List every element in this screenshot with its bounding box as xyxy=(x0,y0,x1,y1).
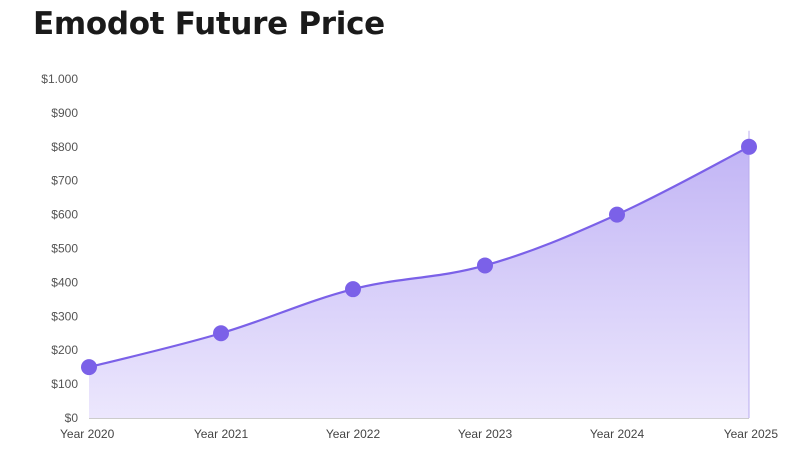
data-point-6[interactable] xyxy=(741,138,757,155)
y-tick-label: $800 xyxy=(51,140,78,154)
data-point-4[interactable] xyxy=(477,257,493,274)
data-points xyxy=(81,138,757,376)
data-point-2[interactable] xyxy=(213,325,229,342)
y-tick-label: $500 xyxy=(51,242,78,256)
area-fill xyxy=(89,146,749,419)
y-tick-label: $300 xyxy=(51,309,78,323)
y-tick-label: $0 xyxy=(65,411,79,425)
x-axis: Year 2020 Year 2021 Year 2022 Year 2023 Year… xyxy=(60,427,778,441)
data-point-5[interactable] xyxy=(609,206,625,223)
y-tick-label: $1.000 xyxy=(41,72,78,86)
x-tick-label: Year 2020 xyxy=(60,427,115,441)
y-tick-label: $900 xyxy=(51,106,78,120)
y-tick-label: $700 xyxy=(51,174,78,188)
x-tick-label: Year 2022 xyxy=(326,427,381,441)
x-tick-label: Year 2021 xyxy=(194,427,249,441)
y-tick-label: $100 xyxy=(51,377,78,391)
y-tick-label: $400 xyxy=(51,275,78,289)
page-title: Emodot Future Price xyxy=(33,6,385,42)
x-tick-label: Year 2023 xyxy=(458,427,513,441)
x-tick-label: Year 2024 xyxy=(590,427,645,441)
data-point-1[interactable] xyxy=(81,359,97,376)
y-tick-label: $200 xyxy=(51,343,78,357)
data-point-3[interactable] xyxy=(345,281,361,298)
y-tick-label: $600 xyxy=(51,208,78,222)
series-line xyxy=(88,145,750,369)
y-axis: $0 $100 $200 $300 $400 $500 $600 $700 $800 $900 $1… xyxy=(41,72,749,425)
x-tick-label: Year 2025 xyxy=(724,427,779,441)
